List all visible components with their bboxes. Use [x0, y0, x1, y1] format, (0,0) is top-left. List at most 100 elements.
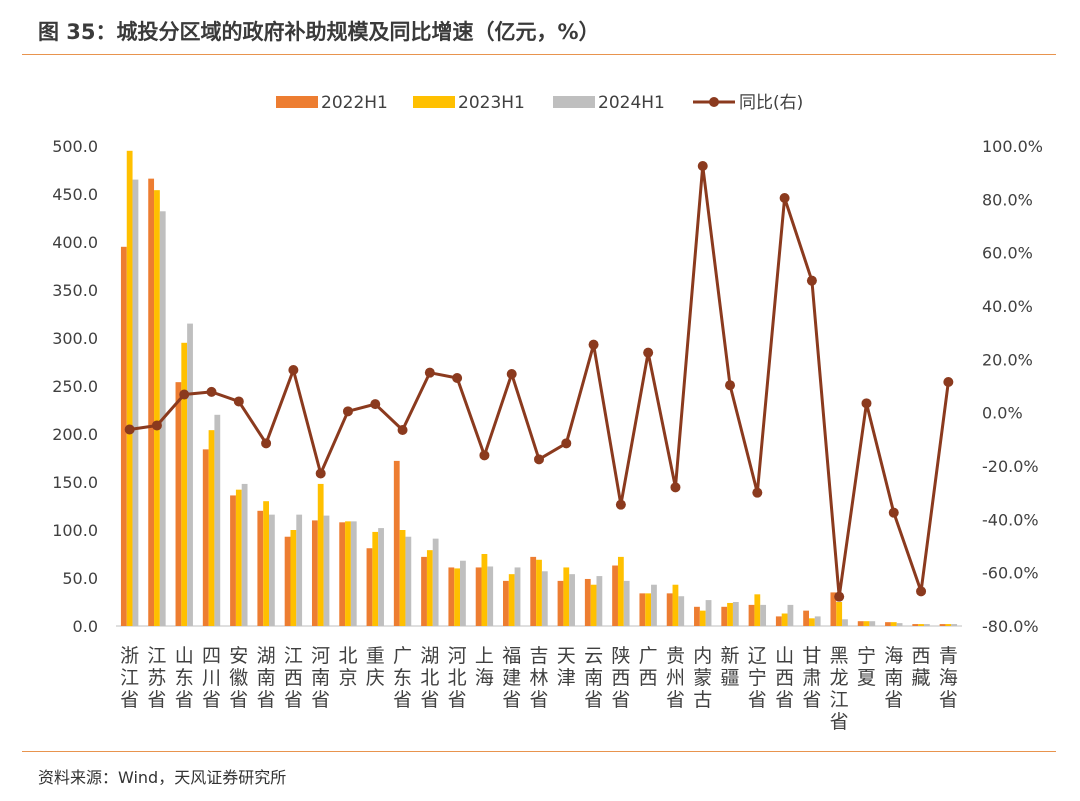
source-note: 资料来源：Wind，天风证券研究所 [38, 768, 287, 787]
yoy-point [697, 161, 708, 171]
chart-title: 图 35：城投分区域的政府补助规模及同比增速（亿元，%） [38, 20, 600, 44]
bar-2024H1 [596, 576, 603, 626]
bar-2022H1 [311, 520, 318, 626]
yoy-point [888, 507, 899, 518]
bar-2024H1 [814, 616, 821, 626]
yoy-point [643, 347, 654, 358]
bar-2024H1 [760, 604, 767, 626]
y-right-tick-label: -80.0% [982, 617, 1039, 636]
x-category-label: 黑龙江省 [830, 645, 849, 733]
bar-2023H1 [590, 584, 597, 626]
y-left-tick-label: 400.0 [52, 233, 98, 252]
bar-2024H1 [269, 514, 275, 626]
bar-2024H1 [923, 624, 930, 626]
bar-2024H1 [296, 514, 303, 626]
bar-2022H1 [530, 556, 537, 626]
bar-2024H1 [187, 323, 193, 626]
bar-2022H1 [666, 593, 673, 626]
bar-2024H1 [623, 580, 630, 626]
yoy-point [615, 499, 626, 510]
yoy-point [561, 438, 572, 449]
yoy-point [397, 425, 408, 435]
bar-2022H1 [830, 592, 837, 626]
y-right-tick-label: 40.0% [982, 297, 1033, 316]
bar-2024H1 [460, 560, 466, 626]
bar-2023H1 [945, 624, 952, 626]
bar-2024H1 [896, 623, 903, 626]
x-category-label: 山东省 [175, 645, 194, 711]
yoy-point [370, 399, 381, 410]
y-right-tick-label: -20.0% [982, 457, 1039, 476]
bar-2022H1 [339, 522, 346, 626]
bar-2022H1 [503, 580, 509, 626]
bar-2022H1 [284, 536, 291, 626]
bar-2022H1 [421, 556, 427, 626]
bar-2022H1 [120, 246, 127, 627]
yoy-point [943, 377, 954, 387]
bar-2023H1 [372, 531, 379, 626]
legend-label: 2024H1 [598, 93, 665, 113]
bar-2023H1 [890, 622, 897, 626]
bar-2022H1 [803, 610, 809, 626]
bar-2023H1 [536, 559, 542, 626]
bar-2024H1 [350, 521, 357, 626]
yoy-point [479, 450, 490, 461]
yoy-point [151, 420, 162, 431]
bar-2022H1 [885, 622, 891, 626]
y-left-tick-label: 100.0 [52, 521, 98, 540]
legend-swatch [276, 96, 318, 108]
yoy-point [452, 373, 463, 383]
x-category-label: 贵州省 [666, 645, 685, 711]
yoy-point [206, 386, 217, 397]
bar-2023H1 [454, 568, 461, 626]
yoy-point [506, 369, 517, 379]
bar-2023H1 [617, 556, 624, 626]
top-divider [22, 54, 1056, 55]
bar-2024H1 [787, 604, 794, 626]
bar-2022H1 [721, 606, 728, 626]
yoy-point [806, 275, 817, 286]
x-category-label: 江苏省 [147, 645, 166, 711]
bar-2022H1 [748, 604, 755, 626]
x-category-label: 甘肃省 [802, 645, 821, 711]
bar-2022H1 [257, 510, 264, 626]
yoy-point [779, 193, 790, 203]
x-category-label: 上海 [475, 645, 494, 689]
yoy-point [179, 389, 190, 400]
bar-2024H1 [678, 596, 685, 626]
x-category-label: 广东省 [393, 645, 412, 711]
y-right-tick-label: -60.0% [982, 564, 1039, 583]
x-category-label: 湖北省 [420, 645, 439, 711]
y-right-tick-label: 0.0% [982, 404, 1023, 423]
y-left-tick-label: 0.0 [73, 617, 98, 636]
yoy-point [315, 468, 326, 479]
yoy-point [670, 482, 681, 493]
yoy-point [261, 438, 272, 449]
bar-2022H1 [366, 548, 373, 626]
bar-2023H1 [645, 593, 652, 626]
y-right-tick-label: 80.0% [982, 190, 1033, 209]
bar-2023H1 [699, 610, 706, 626]
legend-swatch [553, 96, 595, 108]
bar-2023H1 [481, 554, 488, 626]
bar-2023H1 [426, 550, 433, 626]
y-left-tick-label: 350.0 [52, 281, 98, 300]
bottom-divider [22, 751, 1056, 752]
legend-swatch [413, 96, 455, 108]
bar-2022H1 [912, 624, 919, 626]
y-right-tick-label: 60.0% [982, 244, 1033, 263]
bar-2022H1 [939, 624, 946, 626]
bar-2023H1 [399, 530, 406, 626]
bar-2024H1 [487, 566, 494, 626]
bar-2023H1 [672, 584, 679, 626]
x-category-label: 天津 [557, 645, 576, 689]
bar-2023H1 [317, 483, 324, 626]
bar-2022H1 [202, 449, 209, 626]
x-category-label: 四川省 [202, 645, 221, 711]
x-category-label: 山西省 [775, 645, 794, 711]
x-category-label: 安徽省 [229, 645, 248, 711]
bar-2022H1 [612, 565, 618, 626]
yoy-point [342, 406, 353, 417]
bar-2022H1 [584, 578, 591, 626]
